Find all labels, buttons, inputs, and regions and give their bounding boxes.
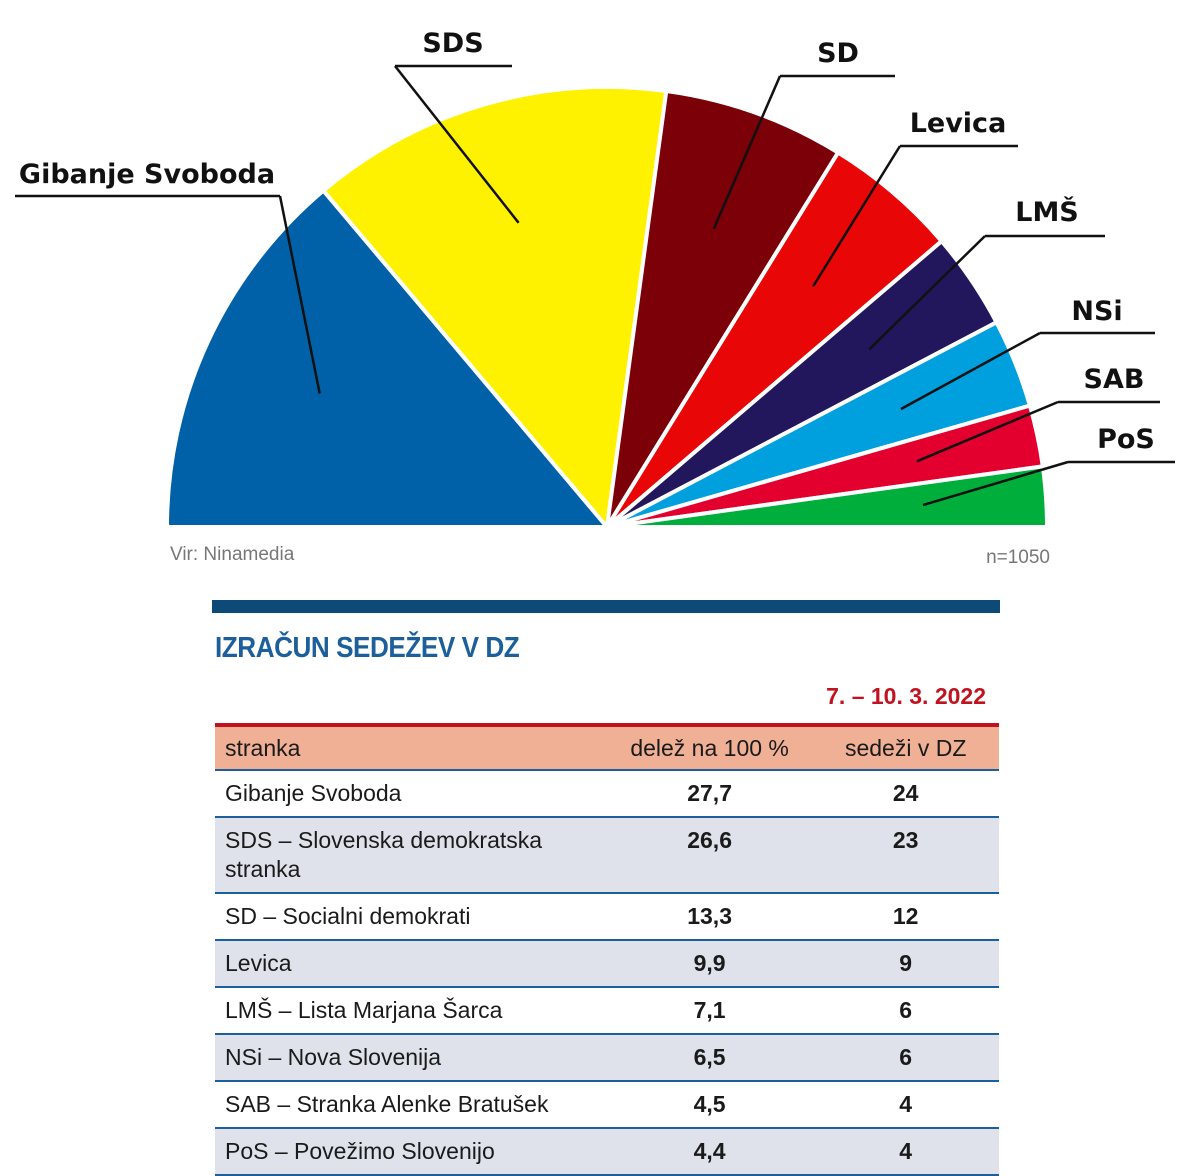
section-title: IZRAČUN SEDEŽEV V DZ [215, 632, 520, 664]
party-share: 7,1 [606, 987, 813, 1035]
sample-size-note: n=1050 [986, 547, 1050, 568]
party-name: Gibanje Svoboda [215, 770, 607, 818]
table-row: PoS – Povežimo Slovenijo 4,4 4 [215, 1128, 999, 1176]
slice-label: Gibanje Svoboda [19, 159, 275, 190]
party-name: PoS – Povežimo Slovenijo [215, 1128, 607, 1176]
party-seats: 4 [812, 1128, 999, 1176]
leader-line [812, 145, 902, 288]
table-row: Levica 9,9 9 [215, 940, 999, 988]
party-share: 27,7 [606, 770, 813, 818]
party-share: 13,3 [606, 893, 813, 941]
table-row: Gibanje Svoboda 27,7 24 [215, 770, 999, 818]
party-share: 26,6 [606, 817, 813, 894]
table-row: SD – Socialni demokrati 13,3 12 [215, 893, 999, 941]
table-row: NSi – Nova Slovenija 6,5 6 [215, 1034, 999, 1082]
leader-line [394, 65, 520, 224]
header-share: delež na 100 % [606, 723, 813, 771]
leader-line [278, 195, 321, 394]
party-name: SDS – Slovenska demokratska stranka [215, 817, 607, 894]
header-party: stranka [215, 723, 607, 771]
table-row: SDS – Slovenska demokratska stranka 26,6… [215, 817, 999, 894]
party-seats: 23 [812, 817, 999, 894]
table-row: SAB – Stranka Alenke Bratušek 4,5 4 [215, 1081, 999, 1129]
slice-label: NSi [1071, 296, 1122, 327]
leader-line [868, 235, 986, 351]
party-share: 6,5 [606, 1034, 813, 1082]
slice-label: SD [817, 38, 859, 69]
leader-line [712, 75, 782, 230]
party-share: 9,9 [606, 940, 813, 988]
pie-slice-sd [605, 88, 841, 529]
survey-date: 7. – 10. 3. 2022 [826, 683, 986, 709]
party-seats: 6 [812, 987, 999, 1035]
party-seats: 12 [812, 893, 999, 941]
party-share: 4,5 [606, 1081, 813, 1129]
party-name: SD – Socialni demokrati [215, 893, 607, 941]
slice-label: SAB [1084, 364, 1145, 395]
pie-slice-sds [320, 85, 669, 532]
leader-line [916, 400, 1059, 463]
slice-label: SDS [422, 28, 483, 59]
party-name: NSi – Nova Slovenija [215, 1034, 607, 1082]
party-seats: 4 [812, 1081, 999, 1129]
party-seats: 9 [812, 940, 999, 988]
leader-line [900, 331, 1041, 411]
slice-label: PoS [1097, 424, 1155, 455]
source-note: Vir: Ninamedia [170, 544, 295, 565]
pie-slice-gibanje-svoboda [164, 187, 612, 529]
header-seats: sedeži v DZ [812, 723, 999, 771]
table-header-row: stranka delež na 100 % sedeži v DZ [215, 723, 999, 771]
seat-table: stranka delež na 100 % sedeži v DZ Giban… [215, 723, 999, 1176]
table-row: LMŠ – Lista Marjana Šarca 7,1 6 [215, 987, 999, 1035]
party-seats: 24 [812, 770, 999, 818]
pie-slice-pos [606, 464, 1050, 529]
leader-line [922, 460, 1069, 507]
party-seats: 6 [812, 1034, 999, 1082]
slice-label: Levica [910, 108, 1007, 139]
section-divider [212, 600, 1000, 613]
party-name: Levica [215, 940, 607, 988]
party-share: 4,4 [606, 1128, 813, 1176]
slice-label: LMŠ [1015, 196, 1079, 228]
party-name: SAB – Stranka Alenke Bratušek [215, 1081, 607, 1129]
party-name: LMŠ – Lista Marjana Šarca [215, 987, 607, 1035]
seat-distribution-half-pie: Gibanje Svoboda SDS SD Levica LMŠ NSi SAB PoS V… [15, 28, 1175, 568]
